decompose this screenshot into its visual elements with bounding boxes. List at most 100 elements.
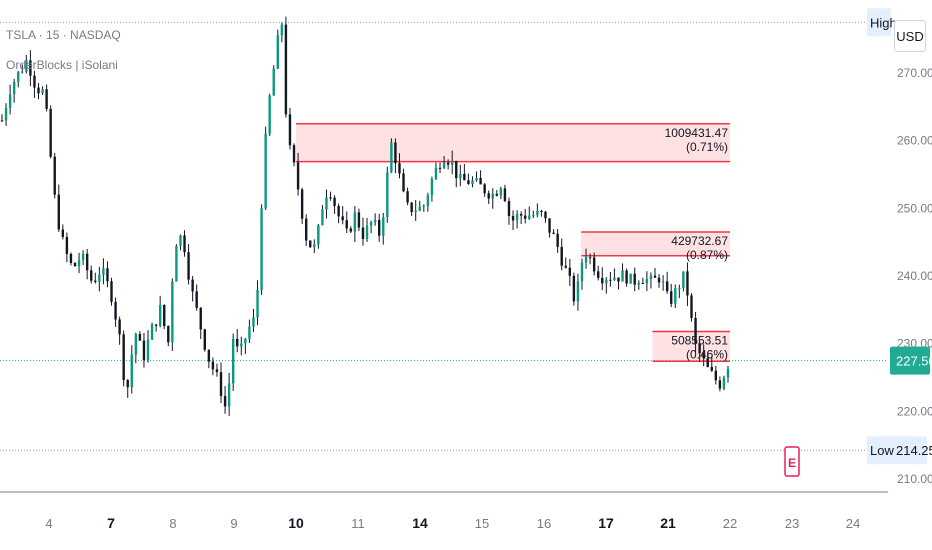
candle-body [69, 253, 73, 263]
candle-body [309, 240, 312, 248]
time-tick-label: 23 [785, 516, 799, 531]
candle-body [726, 368, 730, 378]
candle-body [499, 188, 503, 196]
candle-body [219, 372, 223, 396]
candle-body [601, 277, 604, 284]
candle-body [53, 156, 56, 195]
candle-body [77, 260, 81, 267]
candle-body [455, 160, 458, 179]
candle-body [325, 197, 328, 210]
candle-body [479, 177, 482, 185]
candle-body [65, 236, 69, 254]
low-label: Low [870, 443, 894, 458]
candle-body [252, 317, 255, 327]
price-tick-label: 240.00 [897, 269, 932, 283]
guide-lines [0, 21, 888, 493]
time-tick-label: 22 [723, 516, 737, 531]
candle-body [240, 343, 243, 347]
time-tick-label: 14 [412, 515, 428, 531]
candle-body [106, 268, 109, 282]
candle-body [187, 252, 190, 280]
time-tick-label: 21 [660, 515, 676, 531]
candle-body [682, 271, 685, 289]
candle-body [556, 233, 559, 247]
candle-body [418, 206, 421, 211]
order-block-1 [296, 123, 730, 162]
candle-body [402, 173, 405, 192]
time-tick-label: 10 [288, 515, 304, 531]
candle-body [288, 114, 292, 146]
candle-body [588, 257, 592, 259]
candle-body [142, 340, 146, 361]
candle-body [345, 220, 348, 229]
candle-body [714, 370, 718, 381]
candle-body [584, 257, 588, 263]
candle-body [674, 288, 677, 304]
currency-button[interactable]: USD [894, 20, 926, 52]
candle-body [722, 377, 726, 389]
candle-body [90, 270, 93, 281]
candle-body [236, 338, 239, 347]
candle-body [560, 246, 563, 266]
candle-body [605, 279, 608, 284]
candle-body [657, 277, 661, 283]
candle-body [665, 281, 669, 292]
candle-body [597, 271, 600, 278]
candle-body [467, 180, 470, 185]
candle-body [649, 275, 653, 279]
candle-body [390, 142, 393, 173]
candle-body [710, 366, 713, 371]
order-block-2 [581, 232, 730, 256]
candle-body [410, 202, 413, 213]
order-block-3 [652, 331, 730, 362]
candle-body [130, 354, 133, 388]
time-tick-label: 11 [351, 516, 365, 531]
candle-body [0, 120, 4, 122]
candle-body [438, 167, 442, 169]
time-axis[interactable]: 4 7 8 9 10 11 14 15 16 17 21 22 23 24 [45, 515, 860, 531]
candle-body [434, 167, 438, 179]
candle-body [377, 219, 381, 236]
candle-body [138, 334, 142, 341]
candle-body [459, 173, 462, 179]
candle-body [544, 211, 547, 219]
candle-body [175, 245, 178, 282]
earnings-markers: E [784, 446, 800, 477]
candle-body [382, 217, 385, 236]
candle-body [568, 267, 572, 276]
price-axis[interactable]: 210.00220.00230.00240.00250.00260.00270.… [867, 8, 932, 486]
candle-body [98, 275, 101, 283]
candle-body [690, 295, 693, 318]
candle-body [167, 326, 170, 343]
candle-body [21, 71, 24, 73]
candle-body [609, 279, 612, 281]
candle-body [321, 209, 324, 226]
candle-body [17, 71, 20, 82]
candle-body [12, 81, 16, 95]
candle-body [702, 353, 705, 359]
candlesticks [0, 16, 730, 417]
candle-body [215, 369, 219, 373]
candle-body [491, 193, 494, 199]
candle-body [264, 133, 267, 209]
order-block-percent-2: (0.87%) [686, 248, 728, 262]
candle-body [706, 358, 709, 367]
time-tick-label: 4 [45, 516, 52, 531]
candle-body [540, 210, 543, 212]
candle-body [463, 173, 466, 181]
candle-body [300, 189, 304, 219]
order-blocks: 1009431.47(0.71%)429732.67(0.87%)508553.… [296, 123, 730, 363]
candle-body [114, 301, 117, 320]
price-tick-label: 270.00 [897, 66, 932, 80]
price-tick-label: 260.00 [897, 134, 932, 148]
candle-body [580, 262, 584, 282]
time-tick-label: 8 [169, 516, 176, 531]
candle-body [613, 277, 616, 280]
candle-body [528, 215, 531, 219]
chart-title: TSLA · 15 · NASDAQ [6, 28, 121, 42]
candle-body [29, 60, 32, 76]
price-tick-label: 210.00 [897, 472, 932, 486]
candle-body [296, 162, 300, 190]
candle-body [268, 95, 271, 134]
